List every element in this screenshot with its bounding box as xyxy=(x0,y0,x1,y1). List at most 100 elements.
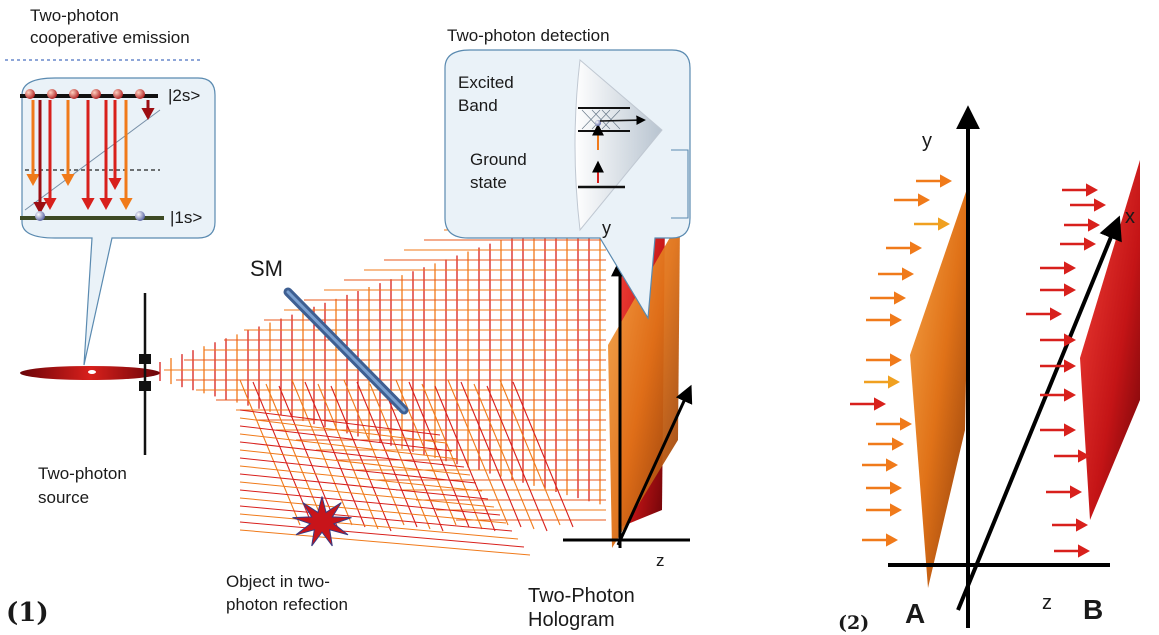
axis-y-label-1: y xyxy=(602,218,611,238)
beam-line xyxy=(239,449,471,476)
arrow-A xyxy=(862,458,898,472)
arrow-B xyxy=(1070,198,1106,212)
excited-band-line1: Excited xyxy=(458,73,514,92)
beam-line xyxy=(499,379,561,526)
arrow-B xyxy=(1060,237,1096,251)
atom-upper xyxy=(47,89,57,99)
ground-state-line2: state xyxy=(470,173,507,192)
arrow-B xyxy=(1040,423,1076,437)
arrow-B xyxy=(1052,518,1088,532)
panel2-label: (2) xyxy=(838,612,870,634)
arrow-A xyxy=(878,267,914,281)
arrow-A xyxy=(866,353,902,367)
atom-lower xyxy=(35,211,45,221)
semi-mirror-sm xyxy=(283,287,409,415)
two-photon-source xyxy=(20,293,160,455)
emission-bubble xyxy=(5,59,216,366)
beam-line xyxy=(239,481,495,508)
beam-line xyxy=(447,379,509,526)
arrow-B xyxy=(1054,449,1090,463)
panel2-label-a: A xyxy=(905,598,926,629)
emission-title-line2: cooperative emission xyxy=(30,28,190,47)
level-2s-label: |2s> xyxy=(168,86,201,105)
beam-line xyxy=(239,379,301,526)
panel2-label-b: B xyxy=(1083,594,1104,625)
detection-title: Two-photon detection xyxy=(447,26,610,45)
arrow-A xyxy=(850,397,886,411)
arrow-A xyxy=(866,481,902,495)
arrow-B xyxy=(1040,388,1076,402)
arrow-A xyxy=(866,313,902,327)
arrow-A xyxy=(862,533,898,547)
beam-line xyxy=(239,465,483,492)
axis-z-label-2: z xyxy=(1042,592,1052,614)
emission-arrow xyxy=(61,100,75,186)
beam-line xyxy=(239,521,525,548)
arrow-A xyxy=(916,174,952,188)
arrow-A xyxy=(870,291,906,305)
emission-title-line1: Two-photon xyxy=(30,6,119,25)
arrow-B xyxy=(1062,183,1098,197)
beam-line xyxy=(330,385,392,532)
beam-line xyxy=(239,489,501,516)
object-label-line1: Object in two- xyxy=(226,572,330,591)
beam-line xyxy=(239,417,447,444)
arrow-B xyxy=(1040,333,1076,347)
beam-line xyxy=(512,381,574,528)
beam-line xyxy=(239,433,459,460)
beam-line xyxy=(239,505,513,532)
beam-line xyxy=(239,529,531,556)
emission-arrow xyxy=(108,100,122,190)
emission-arrow xyxy=(99,100,113,210)
beam-line xyxy=(356,381,418,528)
beam-line xyxy=(369,383,431,530)
arrow-A xyxy=(886,241,922,255)
arrow-B xyxy=(1046,485,1082,499)
arrow-B xyxy=(1064,218,1100,232)
beam-line xyxy=(239,497,507,524)
panel1-label: (1) xyxy=(6,598,49,628)
emission-arrow xyxy=(33,100,47,214)
sm-label: SM xyxy=(250,256,283,281)
beam-line xyxy=(421,383,483,530)
atom-upper xyxy=(135,89,145,99)
excited-band-line2: Band xyxy=(458,96,498,115)
emission-arrow xyxy=(43,100,57,210)
detection-bubble xyxy=(444,49,691,320)
beam-line xyxy=(382,385,444,532)
arrow-B xyxy=(1026,307,1062,321)
source-label-line2: source xyxy=(38,488,90,507)
emission-arrow xyxy=(81,100,95,210)
panel2-graphic xyxy=(850,105,1140,628)
hologram-plates xyxy=(563,215,693,548)
arrow-A xyxy=(876,417,912,431)
arrow-A xyxy=(868,437,904,451)
arrow-B xyxy=(1040,359,1076,373)
object-star xyxy=(292,496,352,547)
beam-line xyxy=(434,385,496,532)
beam-line xyxy=(486,385,548,532)
beam-line xyxy=(239,441,465,468)
level-1s-label: |1s> xyxy=(170,208,203,227)
atom-upper xyxy=(91,89,101,99)
atom-lower xyxy=(135,211,145,221)
beam-line xyxy=(239,457,477,484)
beam-line xyxy=(473,383,535,530)
ground-state-line1: Ground xyxy=(470,150,527,169)
beam-line xyxy=(343,379,405,526)
axis-y-label-2: y xyxy=(922,130,932,152)
beam-line xyxy=(408,381,470,528)
arrow-A xyxy=(866,503,902,517)
hologram-label-line1: Two-Photon xyxy=(528,585,635,607)
arrow-A xyxy=(914,217,950,231)
arrow-B xyxy=(1040,283,1076,297)
beam-line xyxy=(239,409,441,436)
emission-arrow xyxy=(141,100,155,120)
source-label-line1: Two-photon xyxy=(38,464,127,483)
arrow-A xyxy=(894,193,930,207)
emission-arrow xyxy=(26,100,40,186)
beam-line xyxy=(291,379,353,526)
arrow-B xyxy=(1040,261,1076,275)
object-label-line2: photon refection xyxy=(226,595,348,614)
